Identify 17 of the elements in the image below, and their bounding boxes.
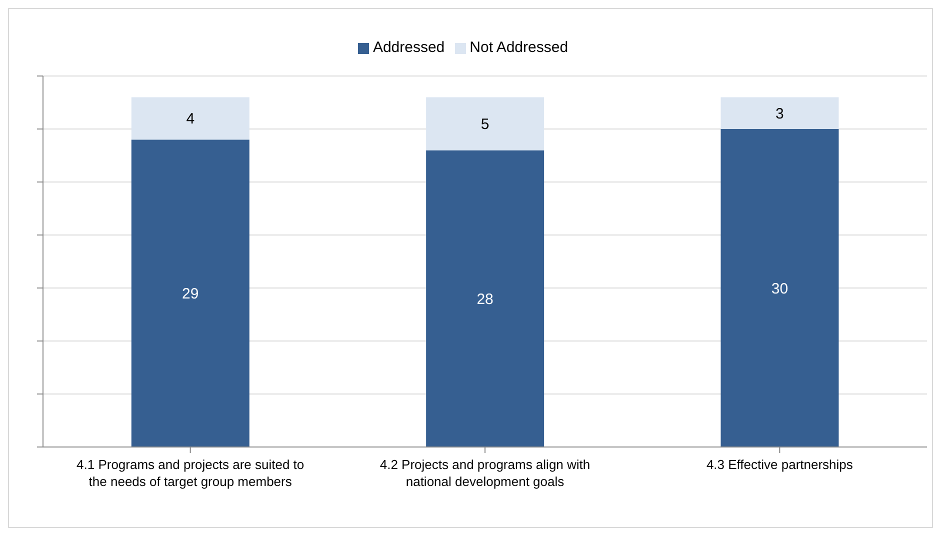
x-tick-label: 4.3 Effective partnerships (706, 457, 854, 472)
bar (720, 129, 839, 447)
data-label: 30 (771, 280, 788, 298)
bar (131, 97, 250, 140)
legend-label: Addressed (372, 39, 445, 56)
x-tick-label: 4.2 Projects and programs align with national development goals (380, 457, 590, 489)
data-label: 28 (476, 290, 494, 308)
data-label: 5 (480, 116, 490, 134)
data-label: 29 (182, 286, 199, 303)
data-label: 4 (186, 110, 195, 128)
bar (720, 97, 839, 129)
legend-label: Not Addressed (470, 39, 568, 56)
bar (426, 97, 544, 150)
data-label: 3 (776, 105, 784, 122)
bar (131, 140, 250, 447)
x-tick-label: 4.1 Programs and projects are suited to the needs of target group members (76, 457, 304, 489)
bar (426, 150, 544, 447)
